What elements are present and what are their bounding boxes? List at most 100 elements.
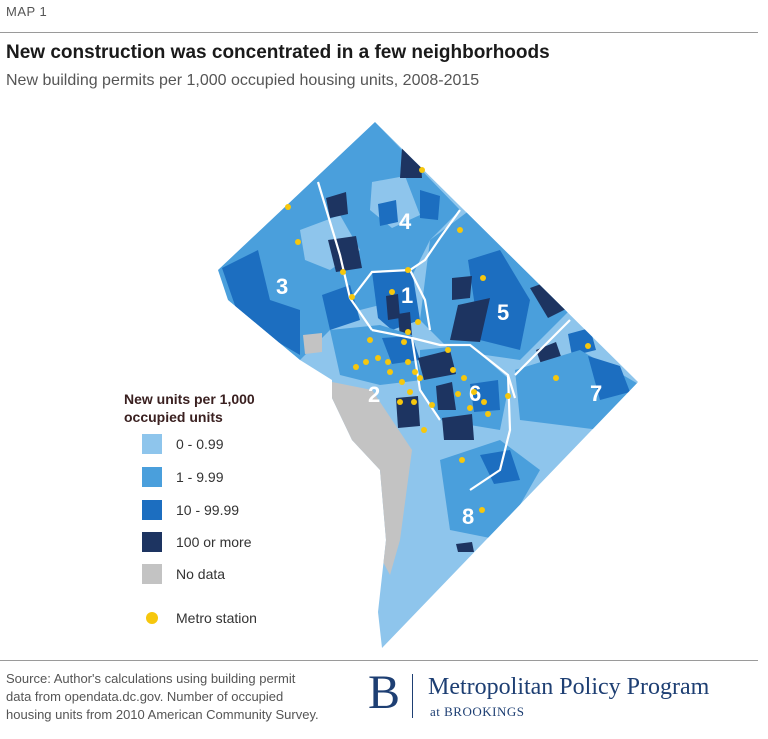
legend-swatch [142,532,162,552]
dc-choropleth-map: 1 2 3 4 5 6 7 8 [218,122,638,648]
metro-station-marker [367,337,373,343]
legend-label: No data [176,566,226,582]
metro-station-marker [389,289,395,295]
metro-station-marker [450,367,456,373]
metro-station-marker [429,402,435,408]
legend-label: Metro station [176,610,257,626]
top-rule [0,32,758,33]
metro-station-marker [415,319,421,325]
page-subtitle: New building permits per 1,000 occupied … [6,72,480,89]
ward-8-label: 8 [462,504,474,529]
tract-ward5-hi-c [530,280,568,318]
legend-item-bin1: 1 - 9.99 [142,466,223,488]
legend-swatch [142,500,162,520]
ward-2-label: 2 [368,382,380,407]
metro-station-marker [285,204,291,210]
tract-ward3-dark [222,250,300,355]
source-line: housing units from 2010 American Communi… [6,707,319,722]
metro-station-layer [285,167,591,513]
tract-ward6-hi-a [418,350,456,380]
metro-station-marker [295,239,301,245]
metro-station-marker [397,399,403,405]
source-line: Source: Author's calculations using buil… [6,671,296,686]
metro-station-marker [459,457,465,463]
metro-station-marker [405,329,411,335]
tract-no-data-river [332,382,412,575]
tract-ward4-mid-b [420,190,440,220]
metro-station-marker [457,227,463,233]
metro-station-marker [467,405,473,411]
metro-dot-icon [146,612,158,624]
metro-station-marker [340,269,346,275]
source-note: Source: Author's calculations using buil… [6,670,366,724]
tract-ward4-hi [400,148,422,178]
tract-ward5-mid-b [568,328,596,356]
map-legend: New units per 1,000 occupied units 0 - 0… [124,390,294,626]
legend-swatch [142,564,162,584]
tract-ward6-hi-b [436,382,456,410]
tract-ward3-hi-a [326,192,348,218]
metro-station-marker [419,167,425,173]
map-label: MAP 1 [6,4,48,19]
metro-station-marker [461,375,467,381]
legend-item-metro: Metro station [142,607,257,629]
metro-station-marker [421,427,427,433]
source-line: data from opendata.dc.gov. Number of occ… [6,689,284,704]
metro-station-marker [387,369,393,375]
legend-item-bin3: 100 or more [142,531,251,553]
legend-swatch [142,467,162,487]
metro-station-marker [485,411,491,417]
metro-station-marker [479,507,485,513]
metro-station-marker [405,267,411,273]
legend-item-bin0: 0 - 0.99 [142,433,223,455]
legend-swatch [142,434,162,454]
ward-7-label: 7 [590,381,602,406]
logo-separator [412,674,413,718]
metro-station-marker [375,355,381,361]
ward-1-label: 1 [401,283,413,308]
metro-station-marker [471,389,477,395]
metro-station-marker [407,389,413,395]
metro-station-marker [412,369,418,375]
page-title: New construction was concentrated in a f… [6,42,550,63]
metro-station-marker [411,399,417,405]
legend-label: 100 or more [176,534,252,550]
tract-ward8-hi [456,542,474,552]
tract-ward5-hi-b [450,298,490,342]
logo-program-name: Metropolitan Policy Program [428,674,710,700]
metro-station-marker [353,364,359,370]
metro-station-marker [349,294,355,300]
legend-label: 0 - 0.99 [176,436,224,452]
metro-station-marker [399,379,405,385]
brookings-logo-letter: B [368,666,401,719]
metro-station-marker [417,375,423,381]
tract-no-data-zoo [303,333,322,354]
tract-ward6-mid [470,380,500,412]
metro-station-marker [385,359,391,365]
metro-station-marker [505,393,511,399]
metro-station-marker [480,275,486,281]
tract-ward4-mid [378,200,398,226]
legend-item-no-data: No data [142,563,225,585]
metro-station-marker [405,359,411,365]
bottom-rule [0,660,758,661]
tract-ward7-mid [588,356,630,400]
ward-3-label: 3 [276,274,288,299]
tract-ward5-hi-a [452,276,472,300]
legend-label: 10 - 99.99 [176,502,240,518]
logo-institution: at BROOKINGS [430,704,525,719]
ward-4-label: 4 [399,209,412,234]
metro-station-marker [401,339,407,345]
metro-station-marker [445,347,451,353]
metro-station-marker [363,359,369,365]
metro-station-marker [455,391,461,397]
ward-5-label: 5 [497,300,509,325]
ward-boundaries [316,181,571,491]
tract-ward1-hi [386,294,400,320]
metro-station-marker [481,399,487,405]
legend-item-bin2: 10 - 99.99 [142,499,239,521]
metro-station-marker [585,343,591,349]
tract-ward2-mid [382,336,420,364]
tract-ward6-hi-c [442,414,474,440]
legend-label: 1 - 9.99 [176,469,224,485]
